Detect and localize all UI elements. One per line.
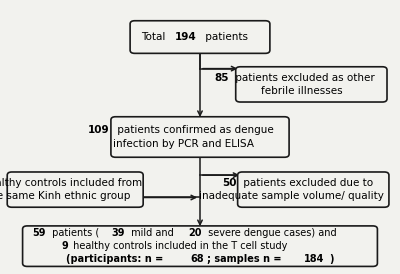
Text: Total: Total [141,32,168,42]
Text: inadequate sample volume/ quality: inadequate sample volume/ quality [199,191,384,201]
FancyBboxPatch shape [111,117,289,157]
Text: febrile illnesses: febrile illnesses [261,86,342,96]
FancyBboxPatch shape [22,226,378,266]
Text: 39: 39 [111,228,124,238]
Text: 184: 184 [304,254,324,264]
Text: (participants: n =: (participants: n = [66,254,166,264]
FancyBboxPatch shape [7,172,143,207]
Text: severe dengue cases) and: severe dengue cases) and [205,228,336,238]
Text: healthy controls included from: healthy controls included from [0,178,142,188]
Text: 85: 85 [214,73,228,83]
Text: 9: 9 [61,241,68,251]
Text: healthy controls included in the T cell study: healthy controls included in the T cell … [70,241,287,251]
FancyBboxPatch shape [130,21,270,53]
Text: patients confirmed as dengue: patients confirmed as dengue [114,125,274,135]
Text: 194: 194 [175,32,197,42]
Text: 59: 59 [32,228,46,238]
Text: the same Kinh ethnic group: the same Kinh ethnic group [0,191,130,201]
Text: patients excluded as other: patients excluded as other [232,73,375,83]
Text: infection by PCR and ELISA: infection by PCR and ELISA [113,139,254,149]
Text: ): ) [329,254,333,264]
Text: 20: 20 [188,228,202,238]
Text: patients: patients [202,32,248,42]
Text: ; samples n =: ; samples n = [207,254,285,264]
Text: patients excluded due to: patients excluded due to [240,178,373,188]
FancyBboxPatch shape [238,172,389,207]
Text: 68: 68 [190,254,204,264]
Text: mild and: mild and [128,228,176,238]
FancyBboxPatch shape [236,67,387,102]
Text: 50: 50 [222,178,236,188]
Text: patients (: patients ( [49,228,99,238]
Text: 109: 109 [88,125,109,135]
